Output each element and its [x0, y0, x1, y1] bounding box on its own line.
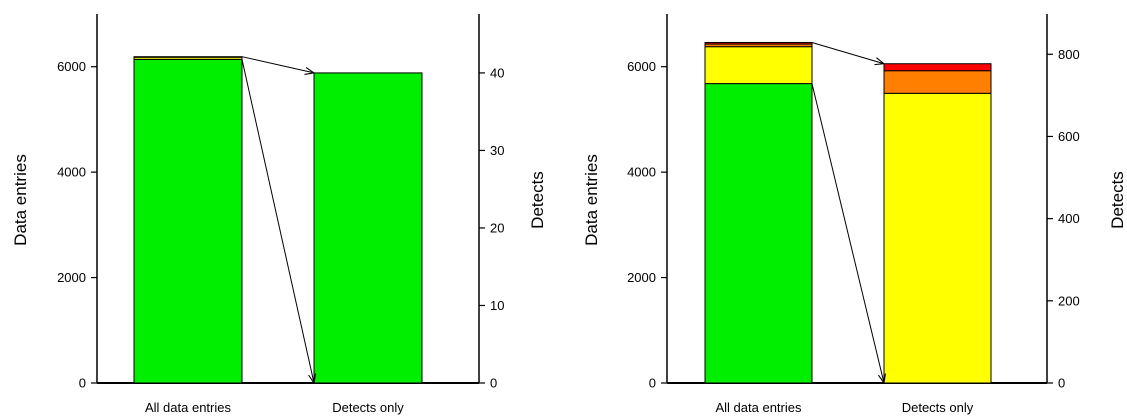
right-tick-label: 400 [1058, 211, 1080, 226]
right-tick-label: 600 [1058, 129, 1080, 144]
chart-panel-1: 0 2000 4000 6000 0 10 20 30 40 Data entries Detect… [11, 14, 547, 415]
flow-arrow [811, 83, 884, 383]
right-tick-label: 20 [490, 220, 504, 235]
bar-segment [883, 63, 992, 72]
right-tick-label: 800 [1058, 47, 1080, 62]
left-tick-label: 2000 [57, 270, 86, 285]
chart-panel-2: 0 2000 4000 6000 0 200 400 600 800 Data entries De… [582, 14, 1127, 415]
bar-segment [133, 58, 243, 384]
left-axis-title: Data entries [582, 154, 601, 246]
left-tick-label: 6000 [627, 59, 656, 74]
bar-segment [133, 56, 243, 58]
left-tick-label: 0 [649, 376, 656, 391]
bar-segment [704, 83, 813, 384]
flow-arrow [241, 56, 314, 73]
left-tick-label: 0 [79, 376, 86, 391]
category-label: Detects only [332, 400, 404, 415]
left-axis-title: Data entries [11, 154, 30, 246]
left-tick-label: 4000 [57, 165, 86, 180]
flow-arrow [811, 41, 884, 63]
category-label: All data entries [716, 400, 802, 415]
right-tick-label: 0 [1058, 376, 1065, 391]
right-tick-label: 40 [490, 65, 504, 80]
left-tick-label: 4000 [627, 165, 656, 180]
right-axis-title: Detects [528, 171, 547, 229]
right-tick-label: 200 [1058, 293, 1080, 308]
bar-segment [883, 92, 992, 384]
bar-segment [883, 70, 992, 94]
category-label: All data entries [145, 400, 231, 415]
bar-segment [704, 46, 813, 85]
right-tick-label: 10 [490, 298, 504, 313]
bar-segment [704, 41, 813, 45]
right-axis-title: Detects [1108, 171, 1127, 229]
right-tick-label: 0 [490, 376, 497, 391]
bar-segment [313, 72, 423, 384]
flow-arrow [241, 59, 314, 383]
left-tick-label: 6000 [57, 59, 86, 74]
left-tick-label: 2000 [627, 270, 656, 285]
category-label: Detects only [902, 400, 974, 415]
right-tick-label: 30 [490, 143, 504, 158]
